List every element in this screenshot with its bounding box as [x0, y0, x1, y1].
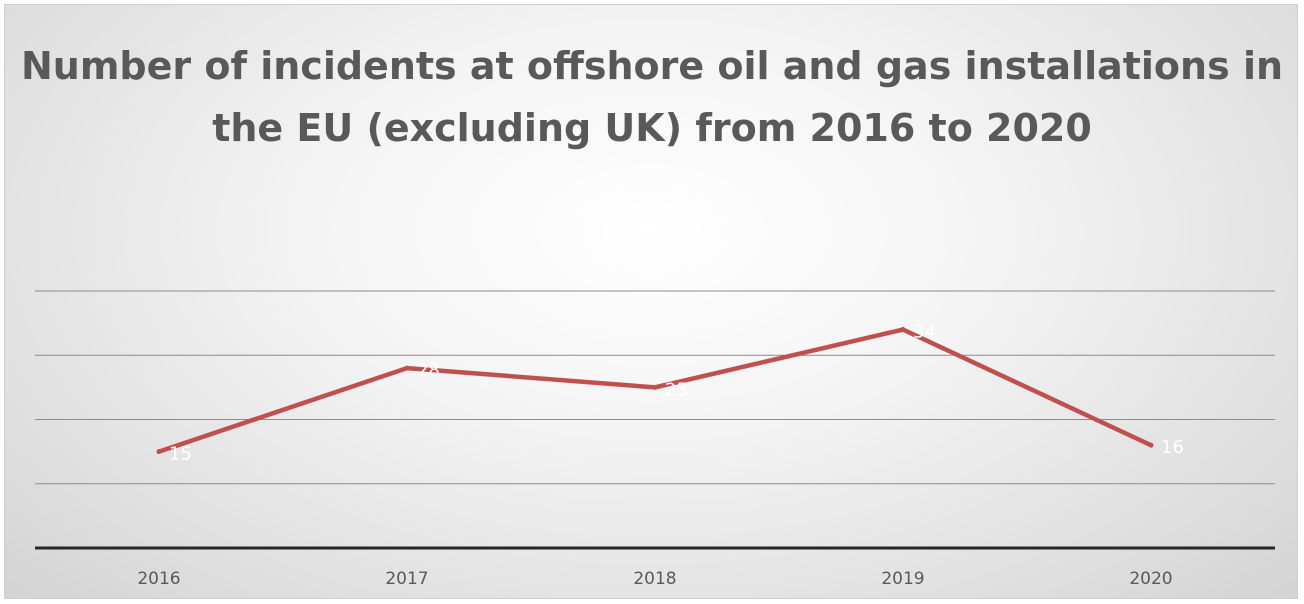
data-label-2016: 15	[169, 444, 192, 465]
x-tick-label-2020: 2020	[1129, 569, 1172, 589]
data-point-2018	[652, 384, 658, 390]
data-point-2020	[1148, 442, 1154, 448]
data-label-2017: 28	[417, 360, 440, 381]
data-point-2016	[156, 449, 162, 455]
chart-title: Number of incidents at offshore oil and …	[20, 44, 1284, 150]
data-label-2019: 34	[913, 322, 936, 343]
data-label-2020: 16	[1161, 437, 1184, 458]
data-point-2019	[900, 327, 906, 333]
x-tick-label-2017: 2017	[385, 569, 428, 589]
data-label-2018: 25	[665, 379, 688, 400]
x-tick-label-2019: 2019	[881, 569, 924, 589]
x-tick-label-2018: 2018	[633, 569, 676, 589]
chart-area: Number of incidents at offshore oil and …	[4, 4, 1298, 599]
series-line-0	[156, 327, 1154, 454]
data-point-2017	[404, 365, 410, 371]
plot-area: 2016 2017 2018 2019 2020 15 28 25 34 16	[35, 290, 1275, 589]
x-tick-label-2016: 2016	[137, 569, 180, 589]
